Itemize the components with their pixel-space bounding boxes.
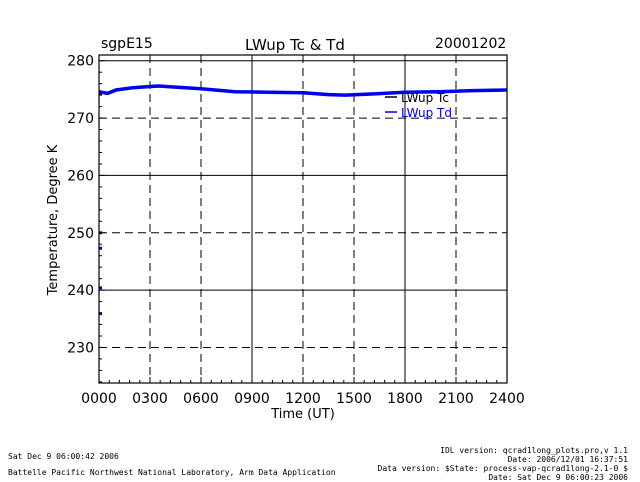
td-early-point	[99, 286, 102, 290]
x-tick-label: 1800	[387, 391, 423, 407]
y-tick-label: 260	[67, 168, 94, 184]
y-axis-label: Temperature, Degree K	[46, 144, 61, 296]
td-early-point	[99, 91, 102, 95]
x-tick-label: 1500	[336, 391, 372, 407]
x-tick-label: 2400	[489, 391, 525, 407]
series-lwup-td	[98, 84, 508, 97]
y-tick-label: 240	[67, 283, 94, 299]
tick-labels: 0000 0300 0600 0900 1200 1500 1800 2100 2400 230 2…	[67, 54, 525, 407]
x-tick-label: 0900	[234, 391, 270, 407]
y-tick-label: 230	[67, 340, 94, 356]
footer-lab: Battelle Pacific Northwest National Labo…	[8, 468, 336, 477]
y-tick-label: 280	[67, 54, 94, 70]
y-tick-label: 250	[67, 226, 94, 242]
chart-title: LWup Tc & Td	[245, 36, 345, 54]
x-tick-label: 2100	[438, 391, 474, 407]
td-early-point	[99, 246, 102, 250]
x-axis-label: Time (UT)	[270, 407, 335, 422]
x-tick-label: 0300	[132, 391, 168, 407]
plot-frame	[98, 54, 508, 384]
footer-data-version: Data version: $State: process-vap-qcrad1…	[377, 464, 628, 473]
footer-run-date: Date: Sat Dec 9 06:00:23 2006	[488, 473, 628, 482]
y-tick-label: 270	[67, 111, 94, 127]
date-label: 20001202	[435, 36, 507, 52]
legend-label-tc: LWup Tc	[401, 91, 449, 105]
x-tick-label: 0600	[183, 391, 219, 407]
grid-lines	[99, 55, 507, 383]
legend-label-td: LWup Td	[401, 106, 452, 120]
footer-idl-version: IDL version: qcrad1long_plots.pro,v 1.1	[440, 446, 628, 455]
site-label: sgpE15	[101, 36, 153, 52]
footer-file-date: Date: 2006/12/01 16:37:51	[507, 455, 628, 464]
x-tick-label: 0000	[81, 391, 117, 407]
x-tick-label: 1200	[285, 391, 321, 407]
footer-timestamp: Sat Dec 9 06:00:42 2006	[8, 452, 119, 461]
td-early-point	[99, 312, 102, 316]
